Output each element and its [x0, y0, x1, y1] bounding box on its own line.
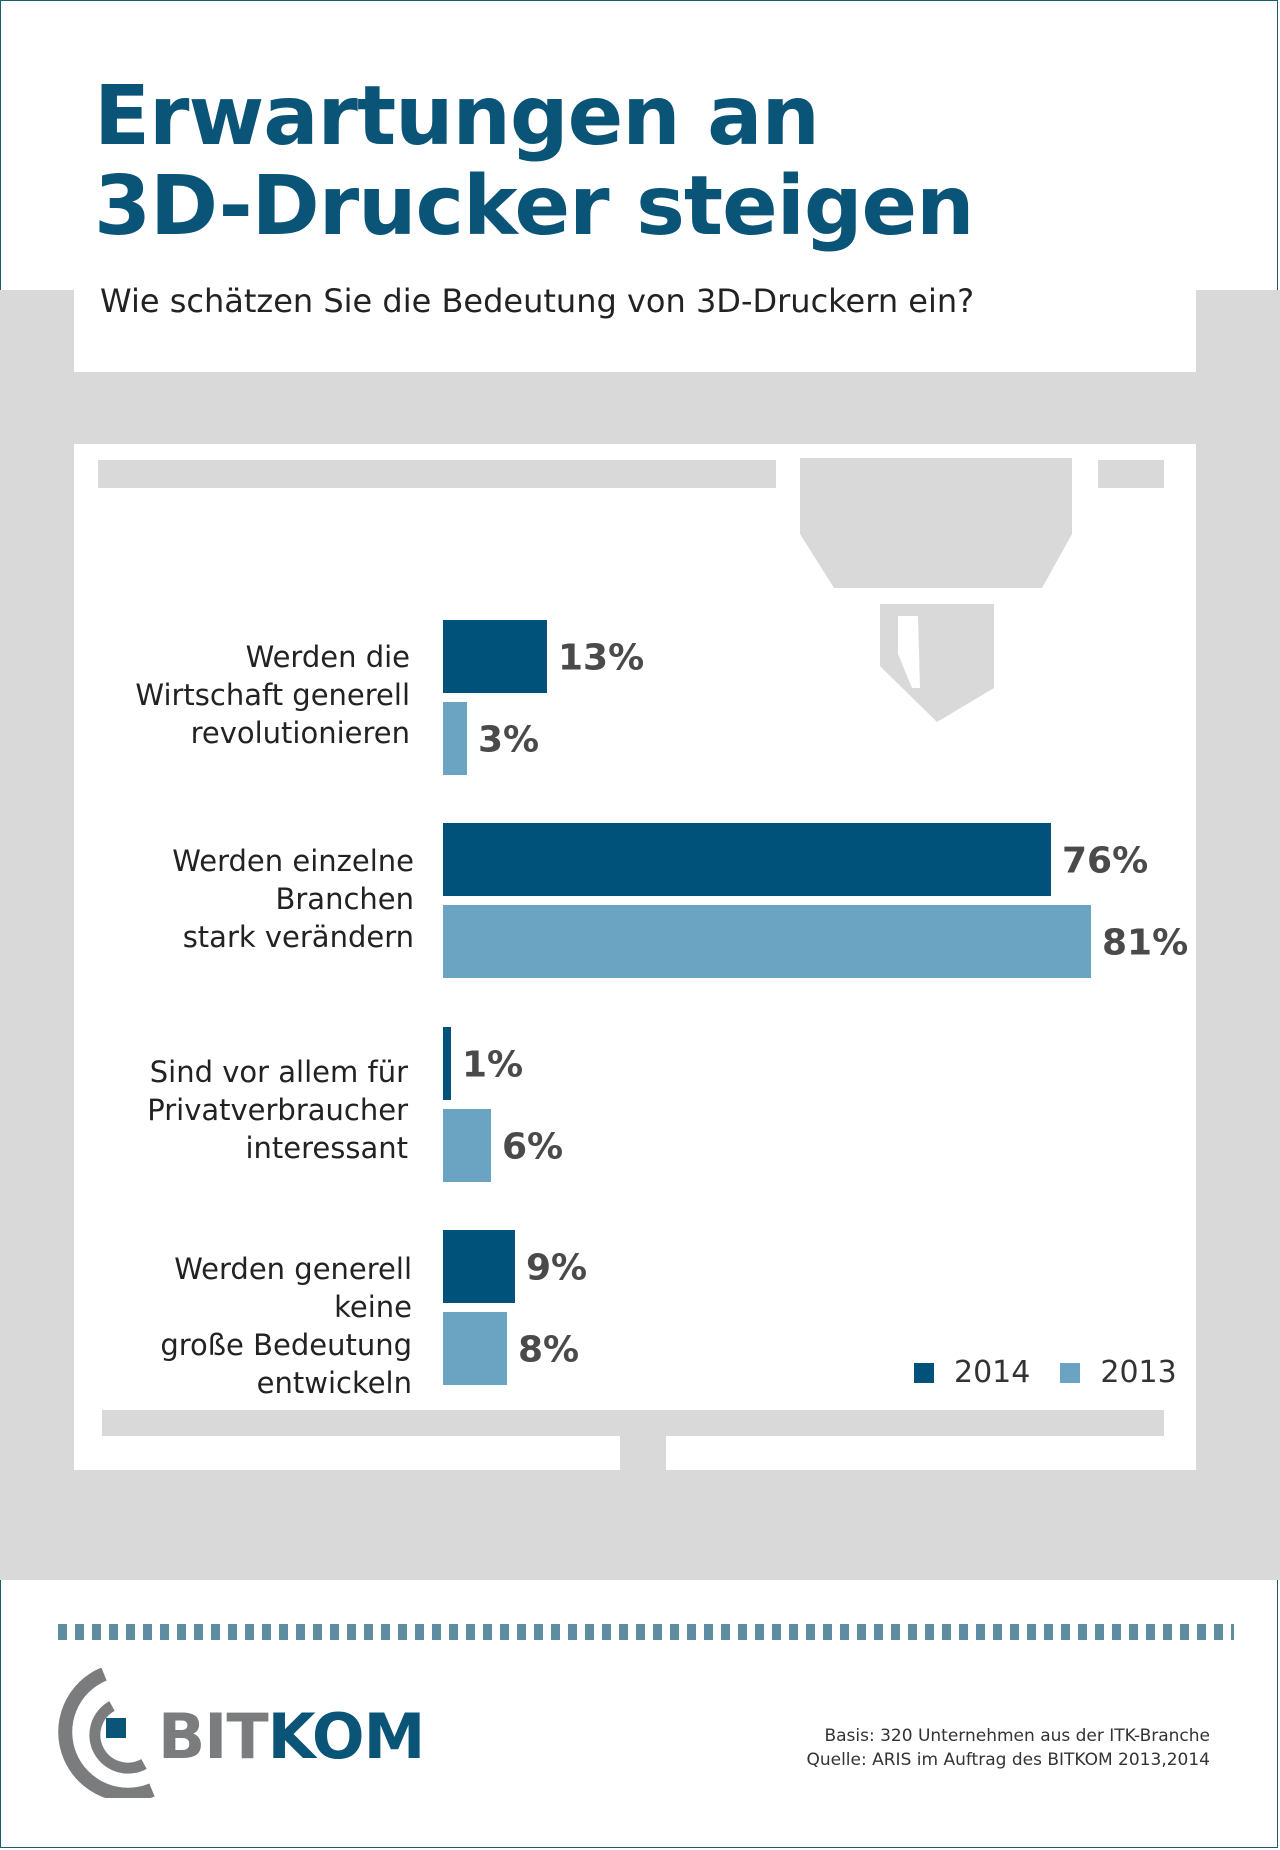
bar-2014-cat3 — [443, 1027, 451, 1100]
legend-swatch-2014 — [914, 1362, 934, 1383]
category-label-3-line-2: Privatverbraucher — [147, 1093, 408, 1127]
logo-text-bit: BIT — [158, 1700, 269, 1773]
value-label-2014-cat2: 76% — [1062, 841, 1148, 882]
value-label-2013-cat3: 6% — [502, 1127, 563, 1168]
value-label-2014-cat1: 13% — [558, 638, 644, 679]
bar-2014-cat4 — [443, 1230, 515, 1303]
category-label-4-line-2: große Bedeutung — [160, 1328, 412, 1362]
print-head-icon — [800, 458, 1072, 722]
category-label-1-line-1: Werden die — [245, 640, 410, 674]
category-label-3-line-1: Sind vor allem für — [149, 1055, 408, 1089]
category-label-1-line-2: Wirtschaft generell — [135, 678, 410, 712]
bar-2013-cat1 — [443, 702, 467, 775]
bar-2013-cat4 — [443, 1312, 507, 1385]
legend-item-2014: 2014 — [914, 1355, 1030, 1390]
category-label-1: Werden die Wirtschaft generell revolutio… — [90, 638, 410, 752]
category-label-4: Werden generell keine große Bedeutung en… — [92, 1250, 412, 1402]
printer-bed-stand — [620, 1436, 666, 1472]
category-label-2-line-2: Branchen — [275, 882, 414, 916]
page-title: Erwartungen an 3D-Drucker steigen — [94, 69, 975, 254]
footnote-source: Quelle: ARIS im Auftrag des BITKOM 2013,… — [806, 1750, 1210, 1770]
printer-rail-left — [98, 460, 776, 488]
category-label-4-line-3: entwickeln — [256, 1366, 412, 1400]
legend-item-2013: 2013 — [1060, 1355, 1177, 1390]
category-label-2: Werden einzelne Branchen stark verändern — [94, 842, 414, 956]
bar-2013-cat2 — [443, 905, 1091, 978]
footnote: Basis: 320 Unternehmen aus der ITK-Branc… — [806, 1724, 1210, 1772]
title-line-1: Erwartungen an — [94, 69, 820, 164]
bar-2014-cat2 — [443, 823, 1051, 896]
bar-2013-cat3 — [443, 1109, 491, 1182]
survey-question: Wie schätzen Sie die Bedeutung von 3D-Dr… — [100, 282, 975, 320]
question-panel — [74, 290, 1196, 372]
category-label-2-line-1: Werden einzelne — [172, 844, 414, 878]
footnote-basis: Basis: 320 Unternehmen aus der ITK-Branc… — [824, 1726, 1210, 1746]
category-label-4-line-1: Werden generell keine — [174, 1252, 412, 1324]
legend-label-2013: 2013 — [1100, 1355, 1177, 1390]
legend-swatch-2013 — [1060, 1362, 1081, 1383]
bar-chart: 13% 76% 1% 9% 3% 81% 6% 8% — [443, 620, 1188, 1385]
chart-legend: 2014 2013 — [914, 1355, 1207, 1390]
category-label-3: Sind vor allem für Privatverbraucher int… — [88, 1053, 408, 1167]
printer-bed — [102, 1410, 1164, 1436]
bitkom-logo-icon — [58, 1668, 155, 1798]
category-label-3-line-3: interessant — [245, 1131, 408, 1165]
bar-2014-cat1 — [443, 620, 547, 693]
legend-label-2014: 2014 — [954, 1355, 1031, 1390]
category-label-1-line-3: revolutionieren — [190, 716, 410, 750]
value-label-2014-cat3: 1% — [462, 1045, 523, 1086]
value-label-2014-cat4: 9% — [526, 1248, 587, 1289]
value-label-2013-cat1: 3% — [478, 720, 539, 761]
category-label-2-line-3: stark verändern — [182, 920, 414, 954]
title-line-2: 3D-Drucker steigen — [94, 159, 975, 254]
dashed-divider — [58, 1624, 1234, 1640]
bitkom-wordmark: BITKOM — [158, 1700, 426, 1773]
logo-text-kom: KOM — [267, 1700, 426, 1773]
printer-rail-right — [1098, 460, 1164, 488]
value-label-2013-cat2: 81% — [1102, 923, 1188, 964]
value-label-2013-cat4: 8% — [518, 1330, 579, 1371]
